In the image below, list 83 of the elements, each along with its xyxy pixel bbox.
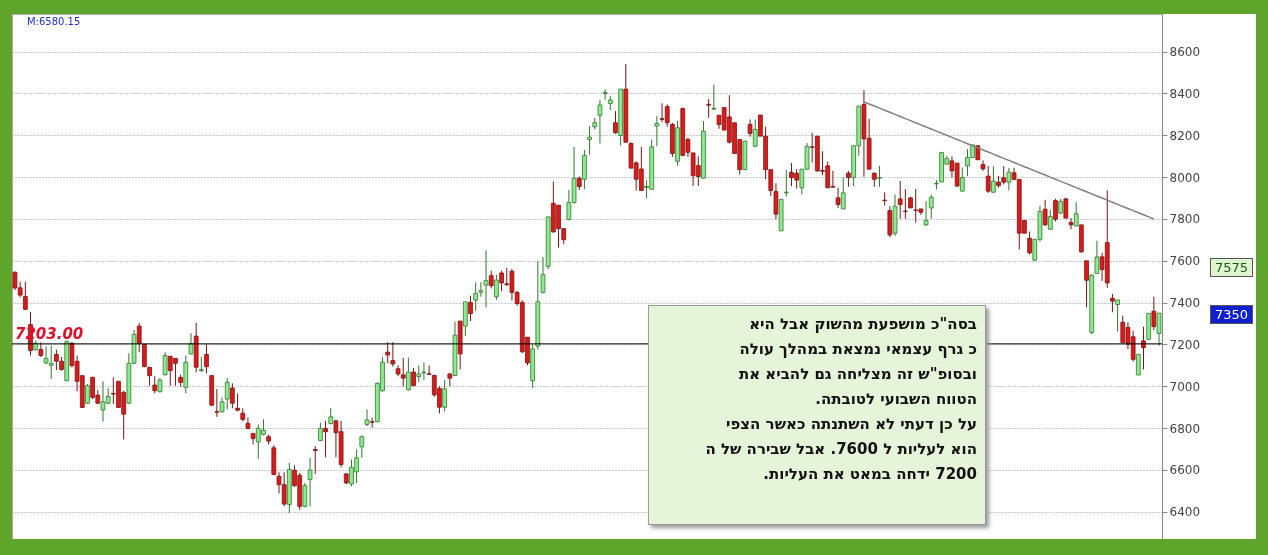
y-tick-label: 7000 — [1169, 379, 1201, 394]
candlestick — [1042, 199, 1048, 227]
y-tick-label: 7800 — [1169, 212, 1201, 227]
candlestick — [421, 361, 427, 381]
candlestick — [706, 98, 711, 119]
candlestick — [312, 445, 318, 475]
candlestick — [835, 187, 841, 209]
candlestick — [602, 88, 608, 101]
candlestick — [188, 332, 194, 356]
text: 7575 — [1210, 258, 1254, 277]
candlestick — [877, 165, 882, 188]
candlestick — [711, 84, 717, 111]
candlestick — [613, 110, 618, 135]
candlestick — [903, 188, 908, 220]
candlestick — [695, 155, 701, 187]
candlestick — [162, 351, 168, 377]
candlestick — [473, 281, 479, 312]
text: 7350 — [1210, 305, 1254, 324]
candlestick — [230, 382, 235, 409]
candlestick — [1115, 299, 1120, 333]
candlestick — [426, 364, 432, 376]
candlestick — [468, 295, 473, 322]
candlestick — [1135, 353, 1141, 376]
candlestick — [302, 482, 308, 508]
candlestick — [323, 420, 328, 458]
candlestick — [250, 432, 256, 445]
candlestick — [897, 180, 903, 220]
candlestick — [913, 188, 919, 224]
candlestick — [747, 118, 753, 138]
y-tick-label: 6600 — [1169, 463, 1201, 478]
candlestick — [597, 99, 603, 144]
candlestick — [1151, 296, 1157, 331]
callout-box: בסה"כ מושפעת מהשוק אבל היא כ גרף עצמאי נמצאת במהלך עולה ובסופ"ש זה מצליחה גם להביא את הטווח השבועי לטובתה. על כן דעתי לא השתנתה כאשר הצפי הוא לעליות ל 7600. אבל שבירה של ה 7200 ידחה במאט את העליות. — [648, 305, 986, 525]
candlestick — [1047, 209, 1053, 231]
candlestick — [494, 274, 499, 301]
candlestick — [214, 388, 220, 418]
annotation: M:6580.15 — [26, 16, 81, 27]
candlestick — [1053, 198, 1058, 222]
candlestick — [1084, 260, 1089, 308]
candlestick — [307, 457, 313, 507]
candlestick — [985, 165, 991, 194]
y-tick-label: 6400 — [1169, 505, 1201, 520]
candlestick — [224, 377, 230, 410]
candlestick — [1094, 240, 1100, 275]
candlestick — [1073, 201, 1079, 228]
candlestick — [882, 191, 887, 207]
candlestick — [385, 341, 391, 364]
candlestick — [1027, 231, 1032, 256]
y-tick-label: 8200 — [1169, 128, 1201, 143]
y-tick-label: 8000 — [1169, 170, 1201, 185]
candlestick — [147, 366, 152, 387]
candlestick — [22, 281, 28, 311]
line-series — [863, 101, 1155, 220]
candlestick — [959, 167, 965, 192]
candlestick — [390, 341, 396, 368]
y-tick-label: 7600 — [1169, 254, 1201, 269]
candlestick — [1068, 217, 1074, 230]
candlestick — [923, 200, 929, 227]
candlestick — [587, 125, 592, 156]
candlestick — [928, 194, 934, 220]
candlestick — [654, 115, 660, 147]
y-tick-label: 7400 — [1169, 296, 1201, 311]
candlestick — [1006, 167, 1012, 191]
candlestick — [773, 182, 779, 220]
candlestick — [364, 408, 370, 427]
y-tick-label: 6800 — [1169, 421, 1201, 436]
y-tick-label: 7200 — [1169, 337, 1201, 352]
candlestick — [204, 343, 209, 374]
candlestick — [442, 379, 447, 412]
candlestick — [840, 177, 846, 210]
candlestick — [980, 159, 986, 172]
candlestick — [752, 118, 758, 148]
y-tick-label: 8400 — [1169, 86, 1201, 101]
candlestick — [136, 322, 142, 353]
candlestick — [359, 434, 365, 459]
candlestick — [540, 256, 546, 294]
candlestick — [1156, 312, 1162, 347]
candlestick — [1110, 293, 1115, 313]
candlestick — [483, 249, 489, 308]
candlestick — [406, 357, 411, 391]
candlestick — [991, 165, 996, 194]
y-tick-label: 8600 — [1169, 45, 1201, 60]
candlestick — [582, 149, 587, 190]
